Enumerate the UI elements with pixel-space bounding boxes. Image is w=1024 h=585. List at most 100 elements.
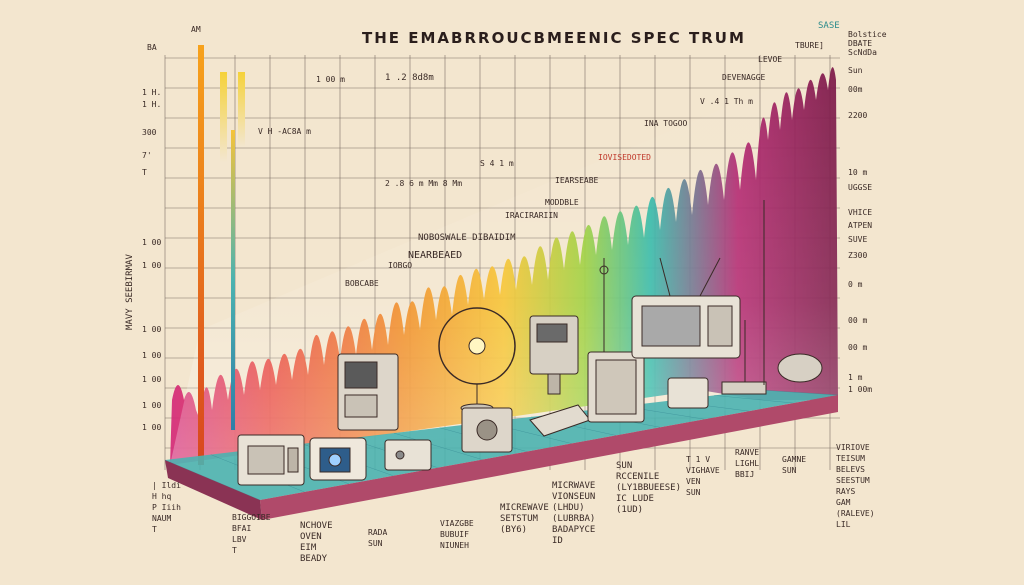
right-top-note: ScNdDa — [848, 48, 877, 57]
bottom-label: SUN — [616, 461, 632, 471]
bottom-label: MICRWAVE — [552, 481, 595, 491]
plot-label: 2 .8 6 m Mm 8 Mm — [385, 179, 462, 188]
plot-label: BOBCABE — [345, 279, 379, 288]
bottom-label: SUN — [782, 466, 797, 475]
left-tick-label: 1 00 — [142, 261, 161, 270]
bottom-label: LBV — [232, 535, 247, 544]
bottom-label: TEISUM — [836, 454, 865, 463]
bottom-label: SUN — [686, 488, 701, 497]
small-tv-device — [309, 437, 367, 481]
bottom-label: (RALEVE) — [836, 509, 875, 518]
top-right-badge: SASE — [818, 21, 840, 31]
plot-label: 1 00 m — [316, 75, 345, 84]
bottom-label: (1UD) — [616, 505, 643, 515]
bottom-label: VEN — [686, 477, 701, 486]
right-tick-label: 1 00m — [848, 385, 872, 394]
plot-label: V .4 1 Th m — [700, 97, 753, 106]
left-tick-label: 1 H. — [142, 88, 161, 97]
plot-label: MODDBLE — [545, 198, 579, 207]
plot-label: IOBGO — [388, 261, 412, 270]
spectrum-glow — [170, 60, 838, 465]
right-tick-label: 00 m — [848, 316, 867, 325]
left-tick-label: 1 00 — [142, 375, 161, 384]
right-tick-label: SUVE — [848, 235, 867, 244]
platform-grid-line — [759, 389, 839, 396]
bottom-label: EIM — [300, 543, 317, 553]
devices — [237, 200, 823, 486]
plot-label: IEARSEABE — [555, 176, 599, 185]
bottom-label: GAMNE — [782, 455, 806, 464]
bottom-label: LIL — [836, 520, 851, 529]
yellow-bar-2 — [238, 72, 245, 147]
platform-grid-line — [164, 459, 261, 501]
left-axis-ticks: 1 H. 1 H. 300 7' T 1 00 1 00 1 00 1 00 1 00 1 00 1 … — [142, 88, 161, 432]
right-top-note: DBATE — [848, 39, 872, 48]
bottom-label: SUN — [368, 539, 383, 548]
right-tick-label: 10 m — [848, 168, 867, 177]
right-tick-label: ATPEN — [848, 221, 872, 230]
teal-bar — [231, 130, 235, 430]
left-tick-label: 1 00 — [142, 401, 161, 410]
bottom-label: BIGGOIBE — [232, 513, 271, 522]
tall-box-device — [337, 353, 399, 431]
plot-label: NOBOSWALE DIBAIDIM — [418, 233, 516, 243]
right-tick-label: UGGSE — [848, 183, 872, 192]
antenna-device — [721, 320, 767, 395]
bottom-label: RCCENILE — [616, 472, 659, 482]
plot-label: IRACIRARIIN — [505, 211, 558, 220]
retro-tv-device — [631, 257, 741, 359]
corner-label: BA — [147, 43, 157, 52]
bottom-label: (LUBRBA) — [552, 514, 595, 524]
bottom-label: VIONSEUN — [552, 492, 595, 502]
right-tick-label: 2200 — [848, 111, 867, 120]
plot-label: V H -AC8A m — [258, 127, 311, 136]
plot-labels: 1 00 m 1 .2 8d8m V H -AC8A m 2 .8 6 m Mm 8 … — [258, 55, 782, 288]
plot-label: DEVENAGGE — [722, 73, 766, 82]
vertical-axis-label: MAVY SEEBIRMAV — [125, 254, 135, 330]
bottom-label: RANVE — [735, 448, 759, 457]
small-radio-device — [384, 439, 432, 471]
am-bar — [198, 45, 204, 465]
bottom-label: NAUM — [152, 514, 171, 523]
bottom-label: VIAZGBE — [440, 519, 474, 528]
plot-label: INA TOGOO — [644, 119, 688, 128]
left-tick-label: 300 — [142, 128, 157, 137]
right-tick-label: 00 m — [848, 343, 867, 352]
platform-grid-line — [393, 432, 483, 460]
platform-grid-line — [714, 395, 794, 404]
yellow-bar — [220, 72, 227, 162]
left-tick-label: 7' — [142, 151, 152, 160]
bottom-label: NIUNEH — [440, 541, 469, 550]
bottom-labels: | Ildi H hq P Iiih NAUM T BIGGOIBE BFAI LBV T NCH… — [152, 443, 875, 564]
right-tick-label: 0 m — [848, 280, 863, 289]
bottom-label: BELEVS — [836, 465, 865, 474]
cabinet-device — [587, 351, 645, 423]
bottom-label: GAM — [836, 498, 851, 507]
bottom-label: RADA — [368, 528, 387, 537]
speaker-device — [461, 407, 513, 453]
bottom-label: BFAI — [232, 524, 251, 533]
bottom-label: BUBUIF — [440, 530, 469, 539]
bottom-label: SEESTUM — [836, 476, 870, 485]
bottom-label: BADAPYCE — [552, 525, 595, 535]
bottom-label: P Iiih — [152, 503, 181, 512]
bottom-label: BEADY — [300, 554, 328, 564]
right-tick-label: 1 m — [848, 373, 863, 382]
right-tick-label: Z300 — [848, 251, 867, 260]
platform-front — [260, 395, 838, 520]
microwave-device — [529, 315, 579, 395]
plot-label: S 4 1 m — [480, 159, 514, 168]
bottom-label: MICREWAVE — [500, 503, 549, 513]
bottom-label: T — [152, 525, 157, 534]
right-top-note: TBURE] — [795, 41, 824, 50]
right-tick-label: Sun — [848, 66, 863, 75]
left-tick-label: 1 H. — [142, 100, 161, 109]
bottom-label: ID — [552, 536, 563, 546]
small-box-device — [667, 377, 709, 409]
bottom-label: OVEN — [300, 532, 322, 542]
left-tick-label: 1 00 — [142, 325, 161, 334]
bottom-label: (LY1BBUEESE) — [616, 483, 681, 493]
left-tick-label: T — [142, 168, 147, 177]
bottom-label: VIRIOVE — [836, 443, 870, 452]
